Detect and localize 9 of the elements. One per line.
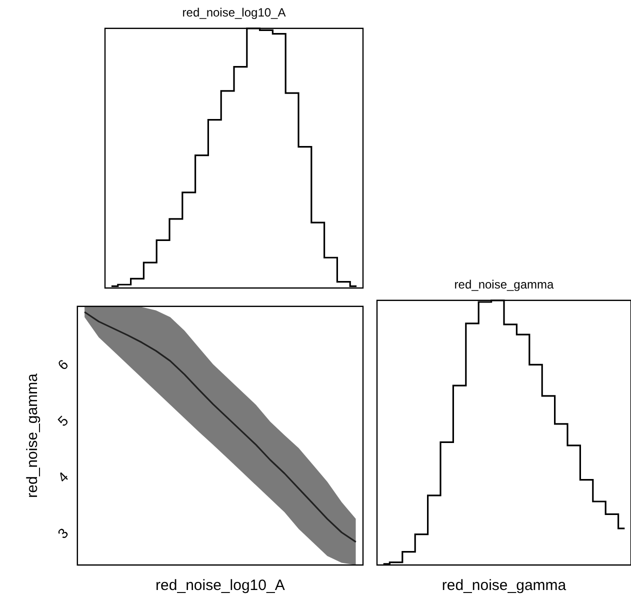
y-axis-title: red_noise_gamma (24, 372, 42, 498)
y-tick-label: 6 (54, 356, 72, 373)
x-axis-title: red_noise_gamma (442, 577, 567, 594)
y-tick-label: 5 (54, 412, 72, 430)
y-tick-label: 4 (54, 468, 72, 486)
y-tick-label: 3 (54, 524, 72, 542)
x-axis-title: red_noise_log10_A (156, 577, 285, 594)
chart-title: red_noise_gamma (454, 278, 554, 292)
chart-title: red_noise_log10_A (182, 6, 286, 20)
